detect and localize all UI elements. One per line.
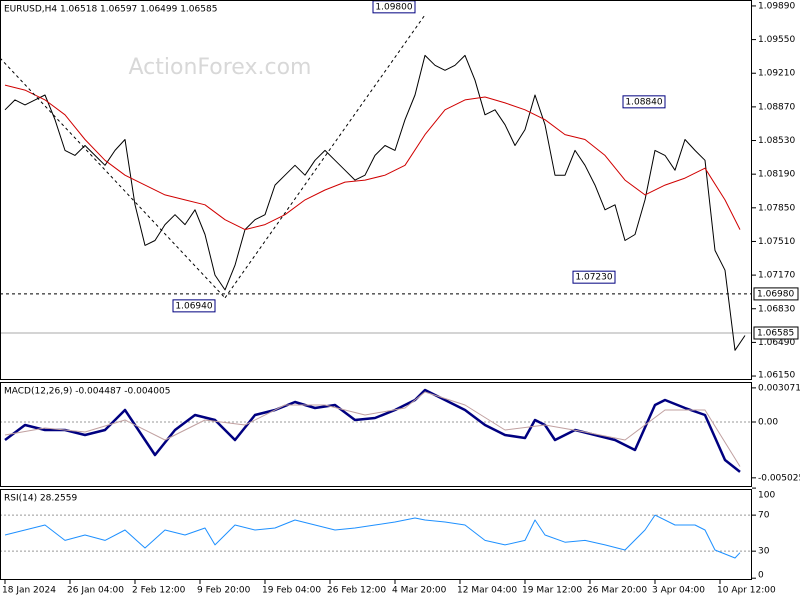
x-tick-label: 10 Apr 12:00 <box>717 586 776 596</box>
x-tick-label: 18 Jan 2024 <box>2 586 56 596</box>
y-tick-label: 30 <box>758 547 770 557</box>
y-tick-label: 1.08190 <box>758 170 795 180</box>
annotation-box <box>172 299 216 313</box>
y-tick-label: -0.005025 <box>758 473 800 483</box>
x-tick-label: 26 Feb 12:00 <box>327 586 386 596</box>
price-label: 1.06980 <box>757 289 794 299</box>
y-tick-label: 1.09210 <box>758 69 795 79</box>
series-line <box>4 54 746 351</box>
x-tick-label: 9 Feb 20:00 <box>197 586 251 596</box>
panel-frame <box>0 489 752 580</box>
annotation: 1.06940 <box>175 301 212 311</box>
x-tick-label: 26 Jan 04:00 <box>67 586 124 596</box>
price-label: 1.06585 <box>757 328 794 338</box>
trend-line <box>0 57 226 299</box>
y-tick-label: 1.09550 <box>758 35 795 45</box>
x-tick-label: 4 Mar 20:00 <box>392 586 447 596</box>
series-line <box>4 514 741 559</box>
x-tick-label: 19 Feb 04:00 <box>262 586 321 596</box>
y-tick-label: 0.00 <box>758 418 778 428</box>
y-tick-label: 1.08530 <box>758 136 795 146</box>
y-tick-label: 100 <box>758 491 775 501</box>
y-tick-label: 1.07170 <box>758 271 795 281</box>
y-tick-label: 1.06150 <box>758 371 795 381</box>
panel-frame <box>0 0 752 380</box>
annotation-box <box>622 95 666 109</box>
price-label-box <box>753 287 799 301</box>
x-tick-label: 26 Mar 20:00 <box>587 586 647 596</box>
y-tick-label: 70 <box>758 511 770 521</box>
y-tick-label: 0.003071 <box>758 384 800 394</box>
annotation: 1.09800 <box>375 2 412 12</box>
y-tick-label: 1.07850 <box>758 203 795 213</box>
y-tick-label: 1.07510 <box>758 237 795 247</box>
annotation: 1.07230 <box>575 273 612 283</box>
y-tick-label: 1.06830 <box>758 304 795 314</box>
y-tick-label: 1.09890 <box>758 2 795 12</box>
y-tick-label: 0 <box>758 571 764 581</box>
x-tick-label: 3 Apr 04:00 <box>652 586 705 596</box>
series-line <box>4 84 741 231</box>
panel-title: RSI(14) 28.2559 <box>4 494 77 504</box>
panel-title: EURUSD,H4 1.06518 1.06597 1.06499 1.0658… <box>4 5 217 15</box>
trend-line <box>224 14 426 299</box>
y-tick-label: 1.08870 <box>758 102 795 112</box>
annotation-box <box>572 270 616 284</box>
x-tick-label: 19 Mar 12:00 <box>522 586 582 596</box>
annotation: 1.08840 <box>625 97 662 107</box>
y-tick-label: 1.06490 <box>758 338 795 348</box>
x-tick-label: 2 Feb 12:00 <box>132 586 186 596</box>
price-label-box <box>753 326 799 340</box>
x-tick-label: 12 Mar 04:00 <box>457 586 517 596</box>
panel-title: MACD(12,26,9) -0.004487 -0.004005 <box>4 387 170 397</box>
watermark: ActionForex.com <box>129 55 312 80</box>
series-line <box>4 391 741 467</box>
panel-frame <box>0 382 752 487</box>
